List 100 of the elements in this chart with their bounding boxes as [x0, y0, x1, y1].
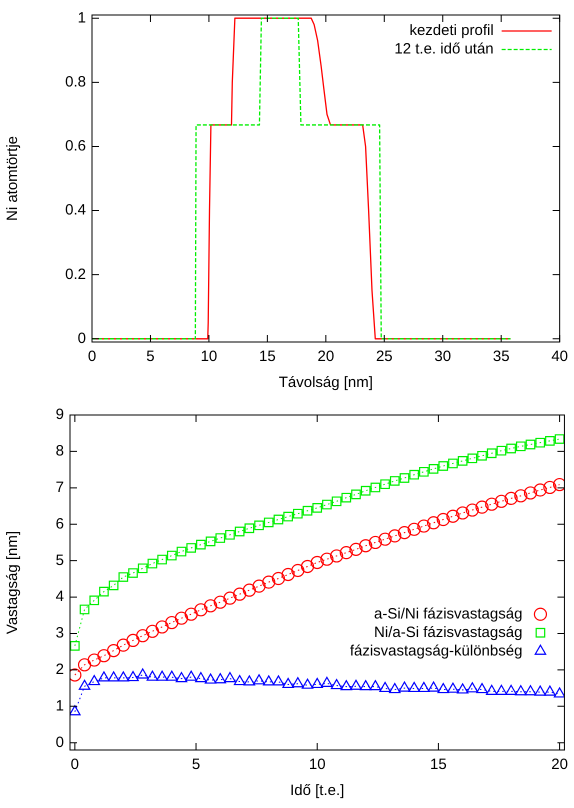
point — [127, 670, 139, 682]
point — [330, 549, 344, 563]
legend-label: 12 t.e. idő után — [394, 40, 494, 58]
point — [89, 596, 100, 606]
point — [486, 448, 497, 458]
point — [262, 576, 276, 589]
point — [272, 675, 284, 686]
point — [88, 674, 100, 686]
point — [408, 682, 420, 692]
point — [146, 670, 158, 681]
point — [534, 686, 546, 696]
point — [165, 616, 178, 630]
x-tick-label: 15 — [430, 756, 447, 774]
point — [417, 519, 430, 533]
point — [506, 444, 516, 454]
x-tick-label: 35 — [492, 348, 510, 366]
point — [70, 641, 80, 651]
point — [341, 492, 352, 502]
point — [242, 584, 256, 597]
point — [456, 506, 470, 520]
point — [128, 568, 138, 578]
point — [174, 612, 188, 625]
point — [233, 588, 246, 601]
y-tick-label: 8 — [56, 442, 64, 460]
point — [148, 558, 158, 568]
point — [554, 687, 564, 698]
point — [390, 476, 400, 486]
point — [360, 486, 371, 496]
point — [291, 564, 304, 578]
point — [524, 486, 538, 500]
point — [524, 685, 536, 696]
y-tick-label: 1 — [56, 697, 64, 714]
y-axis-title: Ni atomtörtje — [4, 136, 22, 222]
point — [214, 673, 226, 684]
point — [138, 563, 148, 574]
point — [302, 506, 312, 516]
point — [458, 456, 468, 466]
point — [116, 638, 130, 652]
point — [185, 670, 197, 681]
point — [310, 556, 324, 570]
point — [282, 678, 294, 688]
y-tick-label: 7 — [56, 478, 64, 496]
point — [534, 483, 547, 497]
point — [118, 572, 128, 582]
point — [225, 530, 235, 540]
point — [312, 503, 322, 513]
point — [272, 572, 286, 586]
point — [535, 438, 546, 448]
point — [80, 604, 90, 614]
point — [447, 682, 459, 693]
point — [505, 684, 517, 695]
point — [466, 682, 478, 692]
point — [446, 510, 460, 523]
point — [97, 649, 111, 662]
y-tick-label: 0 — [56, 734, 64, 751]
point — [350, 680, 362, 690]
point — [283, 512, 293, 522]
point — [370, 680, 382, 690]
point — [409, 470, 420, 480]
point — [496, 684, 508, 695]
point — [370, 482, 380, 492]
point — [206, 536, 216, 546]
point — [545, 436, 555, 446]
point — [118, 671, 130, 682]
point — [504, 492, 518, 505]
point — [475, 500, 489, 514]
point — [292, 508, 303, 519]
point — [486, 684, 498, 695]
point — [186, 543, 196, 553]
point — [340, 680, 352, 690]
point — [99, 586, 109, 596]
point — [184, 608, 198, 621]
y-tick-label: 0.6 — [65, 138, 86, 155]
y-tick-label: 0 — [78, 330, 86, 347]
y-tick-label: 3 — [56, 624, 64, 642]
point — [438, 461, 448, 471]
point — [311, 678, 324, 688]
point — [126, 634, 140, 647]
x-tick-label: 5 — [192, 756, 200, 774]
point — [234, 526, 244, 536]
point — [195, 672, 207, 682]
legend-label: fázisvastagság-különbség — [350, 642, 522, 660]
x-tick-label: 10 — [200, 348, 218, 366]
point — [496, 446, 506, 456]
point — [526, 440, 536, 450]
point — [485, 498, 498, 511]
x-axis-title: Idő [t.e.] — [290, 782, 344, 800]
point — [282, 568, 295, 582]
point — [359, 539, 372, 552]
point — [428, 682, 440, 692]
point — [264, 518, 274, 528]
point — [378, 532, 392, 546]
point — [156, 620, 169, 634]
point — [418, 682, 430, 692]
point — [214, 596, 227, 609]
point — [426, 516, 440, 530]
point — [156, 670, 168, 681]
point — [254, 520, 264, 530]
y-tick-label: 4 — [56, 588, 64, 606]
legend-label: kezdeti profil — [409, 22, 494, 40]
